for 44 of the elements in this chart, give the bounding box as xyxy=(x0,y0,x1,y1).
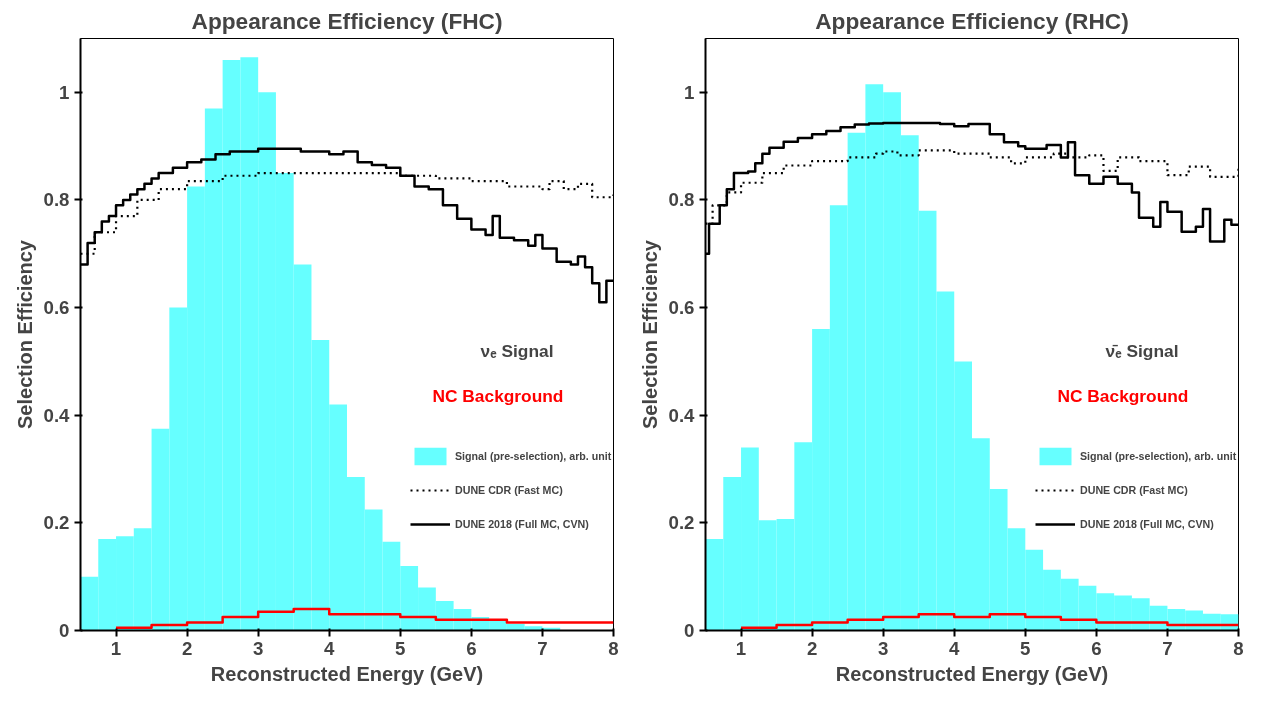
legend-label: DUNE 2018 (Full MC, CVN) xyxy=(1080,518,1214,530)
legend-title: ν̄ₑ Signal xyxy=(1105,340,1179,361)
y-tick-label: 0.6 xyxy=(668,297,695,319)
text: NC Background xyxy=(1057,385,1189,406)
legend-label: DUNE CDR (Fast MC) xyxy=(1080,484,1188,496)
y-axis-title: Selection Efficiency xyxy=(638,239,661,429)
legend-label: Signal (pre-selection), arb. unit xyxy=(455,450,612,462)
legend-label: DUNE CDR (Fast MC) xyxy=(455,484,563,496)
chart-title: Appearance Efficiency (RHC) xyxy=(815,7,1129,34)
x-tick-label: 5 xyxy=(1020,637,1031,659)
y-tick-label: 0.8 xyxy=(668,189,695,211)
legend-label: DUNE 2018 (Full MC, CVN) xyxy=(455,518,589,530)
x-axis-title: Reconstructed Energy (GeV) xyxy=(835,662,1109,685)
x-tick-label: 8 xyxy=(1233,637,1244,659)
x-axis-title: Reconstructed Energy (GeV) xyxy=(210,662,484,685)
x-tick-label: 6 xyxy=(466,637,477,659)
x-tick-label: 5 xyxy=(395,637,406,659)
y-tick-label: 0.4 xyxy=(43,404,71,426)
x-tick-label: 3 xyxy=(877,637,889,659)
legend-label: Signal (pre-selection), arb. unit xyxy=(1080,450,1237,462)
x-tick-label: 8 xyxy=(608,637,619,659)
y-tick-label: 1 xyxy=(59,81,70,103)
x-tick-label: 7 xyxy=(537,637,548,659)
x-tick-label: 3 xyxy=(252,637,264,659)
y-tick-label: 0.8 xyxy=(43,189,70,211)
legend-title: νₑ Signal xyxy=(480,340,554,361)
y-axis-title: Selection Efficiency xyxy=(13,239,36,429)
x-tick-label: 1 xyxy=(110,637,122,659)
y-tick-label: 0 xyxy=(59,620,70,641)
x-tick-label: 1 xyxy=(735,637,747,659)
y-tick-label: 0.4 xyxy=(668,404,696,426)
y-tick-label: 1 xyxy=(684,81,695,103)
y-tick-label: 0.2 xyxy=(43,512,70,534)
y-tick-label: 0.6 xyxy=(43,297,70,319)
y-tick-label: 0 xyxy=(684,620,695,641)
text: NC Background xyxy=(432,385,564,406)
x-tick-label: 7 xyxy=(1162,637,1173,659)
x-tick-label: 2 xyxy=(181,637,193,659)
x-tick-label: 4 xyxy=(949,637,961,659)
chart-title: Appearance Efficiency (FHC) xyxy=(191,7,503,34)
x-tick-label: 6 xyxy=(1091,637,1102,659)
y-tick-label: 0.2 xyxy=(668,512,695,534)
x-tick-label: 4 xyxy=(324,637,336,659)
x-tick-label: 2 xyxy=(806,637,818,659)
